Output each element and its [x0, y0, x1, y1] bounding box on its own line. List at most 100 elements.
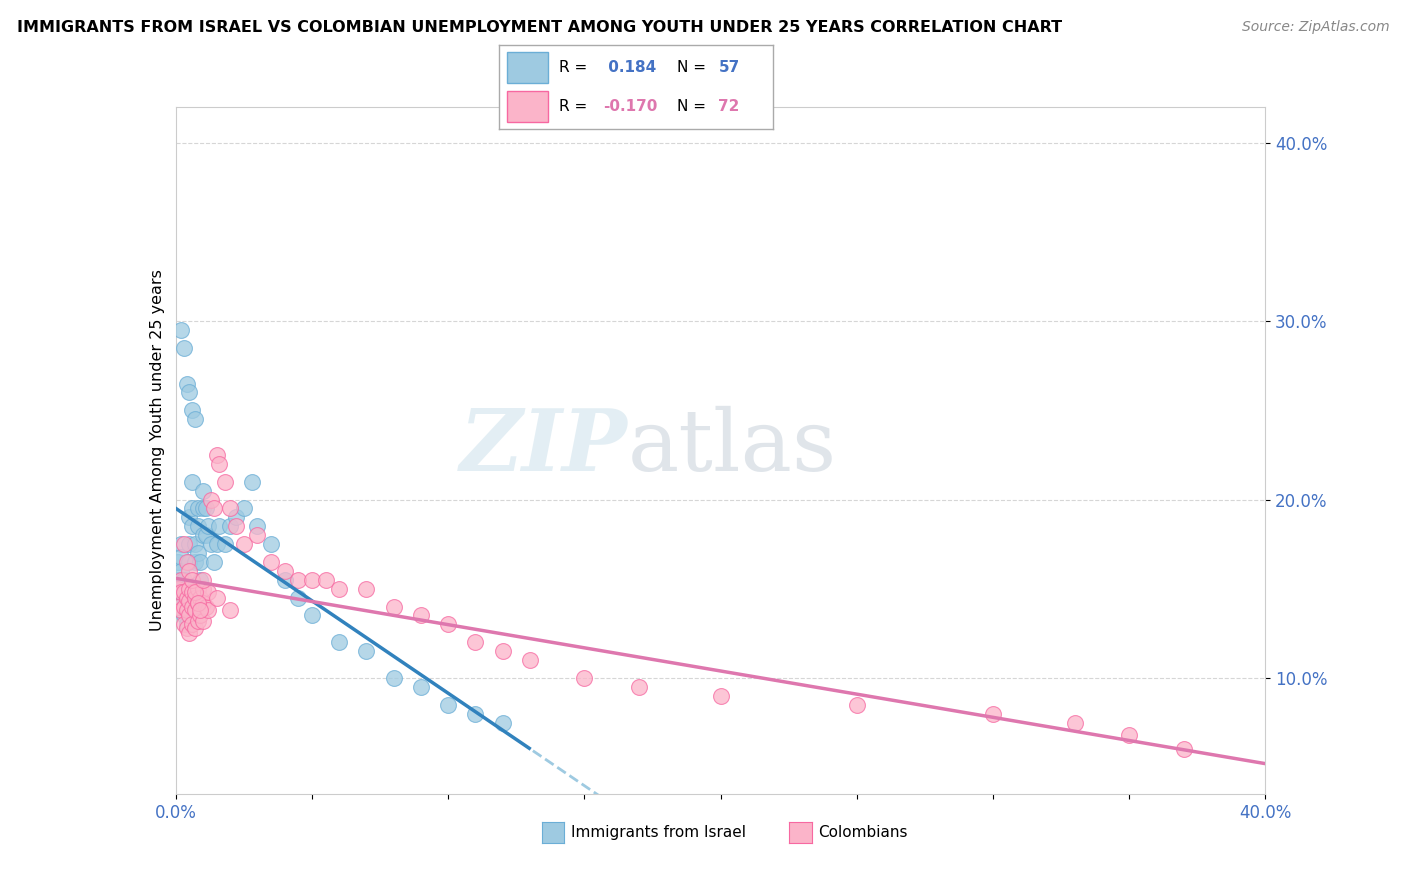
Point — [219, 519, 242, 533]
Point — [205, 448, 228, 462]
Point — [173, 341, 195, 355]
Text: 0.184: 0.184 — [603, 60, 657, 75]
Point — [179, 626, 201, 640]
Point — [232, 501, 254, 516]
Point — [188, 591, 211, 605]
Point — [464, 635, 486, 649]
Point — [184, 591, 207, 605]
Point — [176, 621, 198, 635]
Point — [382, 671, 405, 685]
Text: R =: R = — [560, 60, 592, 75]
Point — [214, 537, 236, 551]
Point — [464, 706, 486, 721]
Point — [246, 519, 269, 533]
Point — [191, 528, 214, 542]
Point — [181, 585, 204, 599]
Point — [240, 475, 263, 489]
Point — [492, 644, 515, 658]
Point — [202, 555, 225, 569]
Bar — [508, 53, 548, 83]
Point — [179, 608, 201, 623]
Point — [167, 582, 190, 596]
Point — [519, 653, 541, 667]
Point — [184, 621, 207, 635]
Point — [1118, 728, 1140, 742]
Point — [181, 617, 204, 632]
Point — [170, 573, 193, 587]
Point — [287, 591, 309, 605]
Text: ZIP: ZIP — [460, 405, 628, 489]
Text: 57: 57 — [718, 60, 740, 75]
Point — [188, 608, 211, 623]
Point — [274, 573, 297, 587]
Text: N =: N = — [678, 60, 711, 75]
Point — [181, 519, 204, 533]
Point — [179, 594, 201, 608]
Point — [328, 582, 350, 596]
Point — [194, 501, 217, 516]
Point — [409, 680, 432, 694]
Point — [437, 698, 460, 712]
Point — [260, 537, 283, 551]
Point — [179, 582, 201, 596]
Point — [186, 546, 209, 560]
Point — [225, 519, 247, 533]
Point — [191, 573, 214, 587]
Point — [186, 596, 209, 610]
Point — [176, 591, 198, 605]
Point — [188, 573, 211, 587]
Point — [179, 564, 201, 578]
Point — [315, 573, 337, 587]
Point — [167, 573, 190, 587]
Point — [186, 614, 209, 628]
Point — [179, 510, 201, 524]
Point — [200, 537, 222, 551]
Point — [176, 617, 198, 632]
Point — [186, 519, 209, 533]
Point — [225, 510, 247, 524]
Point — [181, 475, 204, 489]
Point — [170, 549, 193, 564]
Bar — [508, 91, 548, 121]
Point — [356, 644, 378, 658]
Point — [274, 564, 297, 578]
Point — [176, 555, 198, 569]
Point — [232, 537, 254, 551]
Point — [179, 537, 201, 551]
Point — [188, 555, 211, 569]
Point — [173, 585, 195, 599]
Point — [710, 689, 733, 703]
Point — [173, 599, 195, 614]
Point — [191, 614, 214, 628]
Point — [176, 599, 198, 614]
Point — [208, 457, 231, 471]
Point — [208, 519, 231, 533]
Text: R =: R = — [560, 98, 592, 113]
Text: Immigrants from Israel: Immigrants from Israel — [571, 825, 747, 839]
Point — [260, 555, 283, 569]
Point — [176, 603, 198, 617]
Point — [170, 537, 193, 551]
Text: Colombians: Colombians — [818, 825, 908, 839]
Point — [186, 582, 209, 596]
Point — [188, 603, 211, 617]
Point — [184, 537, 207, 551]
Point — [191, 501, 214, 516]
Point — [202, 501, 225, 516]
Text: 72: 72 — [718, 98, 740, 113]
Point — [356, 582, 378, 596]
Point — [170, 585, 193, 599]
Point — [409, 608, 432, 623]
Point — [287, 573, 309, 587]
Point — [845, 698, 868, 712]
Point — [173, 537, 195, 551]
Point — [219, 501, 242, 516]
Y-axis label: Unemployment Among Youth under 25 years: Unemployment Among Youth under 25 years — [149, 269, 165, 632]
Point — [194, 599, 217, 614]
Point — [574, 671, 596, 685]
Point — [194, 528, 217, 542]
Point — [184, 412, 207, 426]
Text: IMMIGRANTS FROM ISRAEL VS COLOMBIAN UNEMPLOYMENT AMONG YOUTH UNDER 25 YEARS CORR: IMMIGRANTS FROM ISRAEL VS COLOMBIAN UNEM… — [17, 20, 1062, 35]
Point — [981, 706, 1004, 721]
Point — [170, 603, 193, 617]
